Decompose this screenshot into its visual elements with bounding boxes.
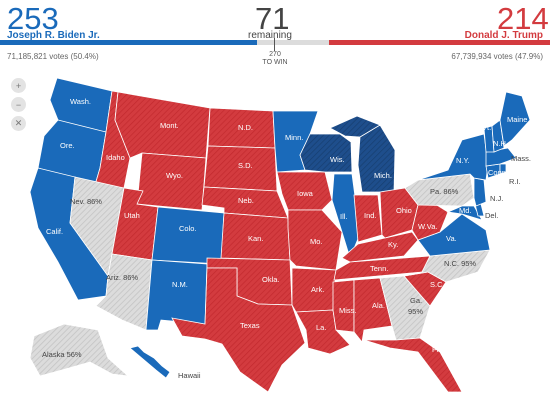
label-texas: Texas xyxy=(240,321,260,330)
label-ill: Ill. xyxy=(340,212,348,221)
state-ri xyxy=(499,163,507,175)
trump-bar xyxy=(329,40,550,45)
label-mont: Mont. xyxy=(160,121,179,130)
state-ma xyxy=(485,147,517,167)
label-ala: Ala. xyxy=(372,301,385,310)
label-ind: Ind. xyxy=(364,211,377,220)
label-sc: S.C. xyxy=(430,280,445,289)
label-neb: Neb. xyxy=(238,196,254,205)
trump-popular-votes: 67,739,934 votes (47.9%) xyxy=(451,52,543,61)
label-la: La. xyxy=(316,323,326,332)
to-win-label: TO WIN xyxy=(262,59,288,66)
label-minn: Minn. xyxy=(285,133,303,142)
label-wash: Wash. xyxy=(70,97,91,106)
label-tenn: Tenn. xyxy=(370,264,388,273)
label-ny: N.Y. xyxy=(456,156,470,165)
remaining-bar xyxy=(257,40,329,45)
label-okla: Okla. xyxy=(262,275,280,284)
label-ky: Ky. xyxy=(388,240,398,249)
label-fla: Fla. xyxy=(432,345,445,354)
state-me xyxy=(499,91,531,147)
biden-popular-votes: 71,185,821 votes (50.4%) xyxy=(7,52,99,61)
trump-name: Donald J. Trump xyxy=(464,30,543,41)
label-ark: Ark. xyxy=(311,285,324,294)
label-nev: Nev. 86% xyxy=(70,197,102,206)
to-win-marker xyxy=(274,38,275,51)
label-wis: Wis. xyxy=(330,155,345,164)
label-ga-pct: 95% xyxy=(408,307,423,316)
label-mass: Mass. xyxy=(511,154,531,163)
label-kan: Kan. xyxy=(248,234,263,243)
label-alaska: Alaska 56% xyxy=(42,350,82,359)
state-nc xyxy=(403,249,491,283)
label-iowa: Iowa xyxy=(297,189,314,198)
label-calif: Calif. xyxy=(46,227,63,236)
label-ohio: Ohio xyxy=(396,206,412,215)
label-idaho: Idaho xyxy=(106,153,125,162)
label-ore: Ore. xyxy=(60,141,75,150)
state-mo xyxy=(287,209,343,271)
label-wyo: Wyo. xyxy=(166,171,183,180)
label-nc: N.C. 95% xyxy=(444,259,476,268)
label-ri: R.I. xyxy=(509,177,521,186)
state-hi xyxy=(129,345,171,379)
zoom-out-icon[interactable]: − xyxy=(11,97,26,112)
state-tx xyxy=(171,267,306,393)
label-nm: N.M. xyxy=(172,280,188,289)
label-md: Md. xyxy=(459,206,472,215)
state-mi-upper xyxy=(329,115,381,138)
label-conn: Conn. xyxy=(488,168,508,177)
state-ms xyxy=(332,279,355,333)
label-miss: Miss. xyxy=(339,306,357,315)
label-ariz: Ariz. 86% xyxy=(106,273,138,282)
label-ga: Ga. xyxy=(410,296,422,305)
zoom-in-icon[interactable]: + xyxy=(11,78,26,93)
label-va: Va. xyxy=(446,234,457,243)
state-ak xyxy=(29,323,130,377)
label-vt: Vt. xyxy=(482,123,491,132)
label-mo: Mo. xyxy=(310,237,323,246)
label-colo: Colo. xyxy=(179,224,197,233)
label-mich: Mich. xyxy=(374,171,392,180)
biden-electoral-votes: 253 xyxy=(7,1,59,36)
label-utah: Utah xyxy=(124,211,140,220)
label-del: Del. xyxy=(485,211,498,220)
label-nh: N.H. xyxy=(493,139,508,148)
label-maine: Maine xyxy=(507,115,527,124)
label-pa: Pa. 86% xyxy=(430,187,459,196)
trump-electoral-votes: 214 xyxy=(497,1,549,36)
state-ny xyxy=(417,133,489,181)
to-win-value: 270 xyxy=(269,51,281,58)
close-icon[interactable]: ✕ xyxy=(11,116,26,131)
label-hawaii: Hawaii xyxy=(178,371,201,380)
biden-bar xyxy=(0,40,257,45)
state-wy xyxy=(136,152,207,211)
label-wva: W.Va. xyxy=(418,222,437,231)
state-co xyxy=(151,206,225,265)
state-wi xyxy=(299,133,353,173)
label-nd: N.D. xyxy=(238,123,253,132)
biden-name: Joseph R. Biden Jr. xyxy=(7,30,100,41)
remaining-count: 71 xyxy=(255,1,290,36)
state-nj xyxy=(473,177,487,207)
label-sd: S.D. xyxy=(238,161,253,170)
label-nj: N.J. xyxy=(490,194,503,203)
state-fl xyxy=(363,337,463,393)
remaining-label: remaining xyxy=(248,30,292,41)
